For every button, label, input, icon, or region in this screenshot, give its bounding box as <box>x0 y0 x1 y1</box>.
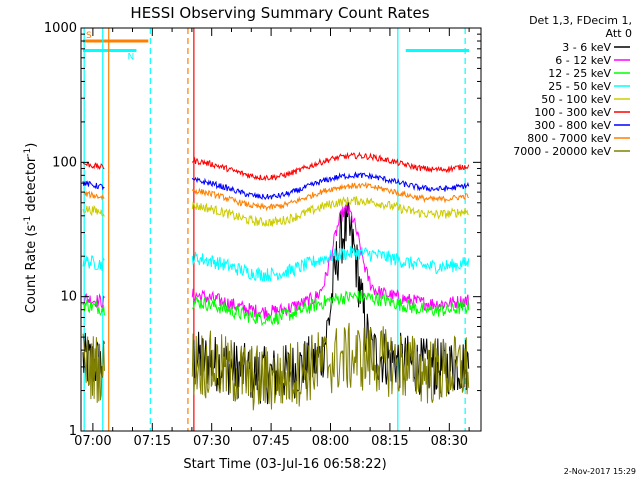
series-line-300-800keV <box>191 171 470 201</box>
series-line-7000-20000keV <box>191 322 470 411</box>
legend-entry-label: 100 - 300 keV <box>534 106 611 119</box>
flag-label: N <box>127 52 134 62</box>
plot-frame <box>80 27 482 432</box>
x-tick-label: 08:00 <box>312 434 349 449</box>
series-line-100-300keV <box>191 151 470 182</box>
x-tick-label: 07:15 <box>134 434 171 449</box>
series-line-300-800keV <box>82 180 105 191</box>
y-tick-labels: 1 10 100 1000 <box>44 21 77 439</box>
chart-title: HESSI Observing Summary Count Rates <box>130 4 429 22</box>
axes <box>80 27 482 432</box>
y-axis-label: Count Rate (s-1 detector-1) <box>23 143 39 314</box>
legend-header-line-1: Det 1,3, FDecim 1, <box>529 14 632 27</box>
footer-date: 2-Nov-2017 15:29 <box>564 467 636 476</box>
x-tick-label: 07:30 <box>193 434 230 449</box>
series-line-6-12keV <box>82 292 105 309</box>
legend-entry-label: 25 - 50 keV <box>548 80 611 93</box>
y-tick-label: 10 <box>60 290 77 305</box>
legend-header-line-2: Att 0 <box>606 27 632 40</box>
series-group <box>82 151 470 411</box>
flag-label: S <box>86 31 92 41</box>
series-line-800-7000keV <box>82 190 105 201</box>
x-tick-label: 07:00 <box>74 434 111 449</box>
x-tick-labels: 07:00 07:15 07:30 07:45 08:00 08:15 08:30 <box>74 434 468 449</box>
series-line-6-12keV <box>191 203 470 320</box>
y-tick-label: 1000 <box>44 21 77 36</box>
legend-entry-label: 12 - 25 keV <box>548 67 611 80</box>
legend-entry-label: 800 - 7000 keV <box>527 132 611 145</box>
legend-entry-label: 50 - 100 keV <box>541 93 611 106</box>
legend-entry-label: 300 - 800 keV <box>534 119 611 132</box>
y-tick-label: 100 <box>52 155 77 170</box>
series-line-7000-20000keV <box>82 333 105 403</box>
series-line-100-300keV <box>82 161 105 171</box>
y-tick-label: 1 <box>69 424 77 439</box>
flag-markers: SN <box>82 31 470 62</box>
legend-entry-label: 3 - 6 keV <box>562 41 611 54</box>
series-line-12-25keV <box>82 298 105 316</box>
x-axis-label: Start Time (03-Jul-16 06:58:22) <box>183 457 386 472</box>
series-line-12-25keV <box>191 290 470 327</box>
series-line-50-100keV <box>82 204 105 217</box>
series-line-25-50keV <box>191 246 470 282</box>
x-tick-label: 07:45 <box>252 434 289 449</box>
series-line-25-50keV <box>82 255 105 271</box>
x-tick-label: 08:15 <box>371 434 408 449</box>
series-line-800-7000keV <box>191 181 469 212</box>
legend-entry-label: 7000 - 20000 keV <box>513 145 611 158</box>
series-line-50-100keV <box>191 195 469 227</box>
legend-entry-label: 6 - 12 keV <box>555 54 611 67</box>
x-tick-label: 08:30 <box>431 434 468 449</box>
